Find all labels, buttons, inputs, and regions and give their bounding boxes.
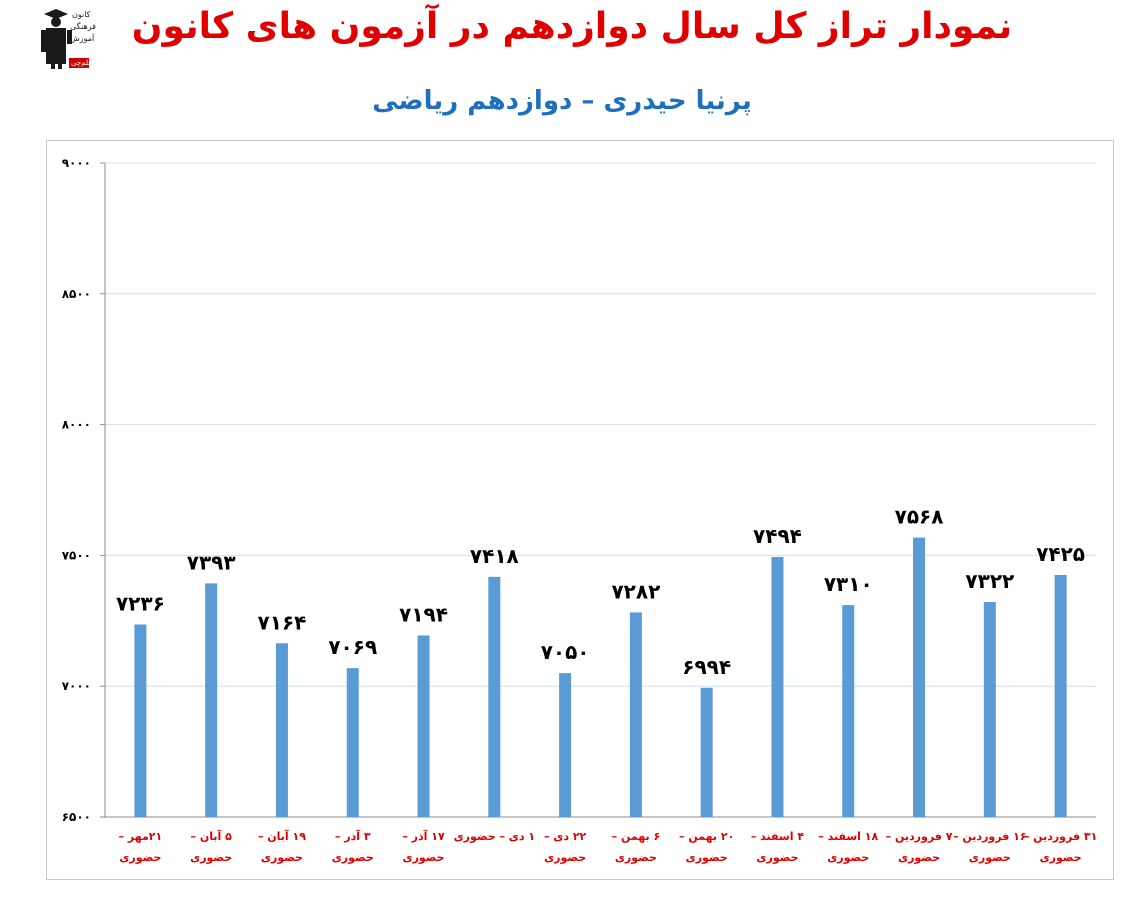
bar xyxy=(842,605,855,817)
bar xyxy=(205,583,218,817)
x-category-label: حضوری xyxy=(827,851,869,864)
data-label: ۷۴۱۸ xyxy=(470,544,519,568)
x-category-label: حضوری xyxy=(686,851,728,864)
x-category-label: حضوری xyxy=(332,851,374,864)
x-category-label: ۳۱ فروردین – xyxy=(1024,830,1098,843)
x-category-label: ۱۸ اسفند – xyxy=(818,830,878,843)
graduate-figure-icon xyxy=(41,9,89,69)
bar xyxy=(913,537,926,817)
y-tick-label: ۸۵۰۰ xyxy=(62,287,91,301)
bar xyxy=(134,624,147,817)
bar xyxy=(275,643,288,817)
chart-subtitle: پرنیا حیدری – دوازدهم ریاضی xyxy=(372,86,752,116)
x-category-label: ۲۱مهر – xyxy=(119,830,163,843)
x-category-label: حضوری xyxy=(261,851,303,864)
data-label: ۷۳۹۳ xyxy=(187,550,236,574)
bar xyxy=(488,576,501,817)
x-category-label: ۴ اسفند – xyxy=(751,830,805,843)
chart-frame xyxy=(46,140,1114,880)
x-category-label: ۱ دی – حضوری xyxy=(454,830,536,843)
x-category-label: ۳ آذر – xyxy=(335,829,371,843)
data-label: ۶۹۹۴ xyxy=(682,655,731,679)
x-category-label: حضوری xyxy=(544,851,586,864)
bar xyxy=(1054,575,1067,817)
x-category-label: حضوری xyxy=(969,851,1011,864)
logo-line-2: فرهنگی xyxy=(70,22,96,31)
y-tick-label: ۹۰۰۰ xyxy=(62,156,91,170)
y-axis: ۶۵۰۰ ۷۰۰۰ ۷۵۰۰ ۸۰۰۰ ۸۵۰۰ ۹۰۰۰ xyxy=(62,156,1096,824)
chart-title: نمودار تراز کل سال دوازدهم در آزمون های … xyxy=(131,6,1013,47)
x-category-label: حضوری xyxy=(190,851,232,864)
x-category-label: ۷ فروردین – xyxy=(886,830,953,843)
data-label: ۷۳۱۰ xyxy=(824,572,873,596)
x-category-label: ۵ آبان – xyxy=(191,829,233,843)
y-tick-label: ۷۵۰۰ xyxy=(62,548,91,562)
bar xyxy=(346,668,359,817)
x-category-label: ۶ بهمن – xyxy=(612,830,661,843)
bars xyxy=(134,537,1067,817)
y-tick-label: ۷۰۰۰ xyxy=(62,679,91,693)
logo-line-3: آموزش xyxy=(70,34,95,43)
logo-line-1: کانون xyxy=(72,10,91,19)
x-category-label: حضوری xyxy=(898,851,940,864)
bar xyxy=(700,687,713,817)
data-label: ۷۳۲۲ xyxy=(965,569,1014,593)
x-category-label: ۱۷ آذر – xyxy=(402,829,445,843)
data-labels: ۷۲۳۶ ۷۳۹۳ ۷۱۶۴ ۷۰۶۹ ۷۱۹۴ ۷۴۱۸ ۷۰۵۰ ۷۲۸۲ ۶۹۹۴ ۷۴۹۴… xyxy=(116,505,1085,679)
bar xyxy=(417,635,430,817)
data-label: ۷۰۶۹ xyxy=(328,635,377,659)
x-axis-categories: ۲۱مهر – حضوری ۵ آبان – حضوری ۱۹ آبان – حضوری ۳… xyxy=(119,829,1098,864)
data-label: ۷۰۵۰ xyxy=(541,640,590,664)
data-label: ۷۱۶۴ xyxy=(258,610,307,634)
gridlines xyxy=(105,162,1096,687)
y-tick-label: ۶۵۰۰ xyxy=(62,810,91,824)
data-label: ۷۴۹۴ xyxy=(753,524,802,548)
bar xyxy=(629,612,642,817)
x-category-label: ۲۲ دی – xyxy=(544,830,587,843)
kanoon-logo: کانون فرهنگی آموزش قلم‌چی xyxy=(38,6,96,70)
data-label: ۷۲۸۲ xyxy=(611,579,660,603)
x-category-label: حضوری xyxy=(402,851,444,864)
bar xyxy=(559,673,572,817)
bar xyxy=(771,556,784,817)
x-category-label: حضوری xyxy=(756,851,798,864)
data-label: ۷۵۶۸ xyxy=(895,505,944,529)
x-category-label: حضوری xyxy=(615,851,657,864)
bar xyxy=(983,601,996,817)
x-category-label: حضوری xyxy=(1040,851,1082,864)
data-label: ۷۴۲۵ xyxy=(1036,542,1085,566)
x-category-label: ۲۰ بهمن – xyxy=(679,830,734,843)
data-label: ۷۲۳۶ xyxy=(116,591,165,615)
x-category-label: ۱۹ آبان – xyxy=(258,829,306,843)
x-category-label: حضوری xyxy=(119,851,161,864)
logo-badge: قلم‌چی xyxy=(71,59,92,67)
y-tick-label: ۸۰۰۰ xyxy=(62,418,91,432)
x-category-label: ۱۶ فروردین – xyxy=(953,830,1027,843)
data-label: ۷۱۹۴ xyxy=(399,602,448,626)
